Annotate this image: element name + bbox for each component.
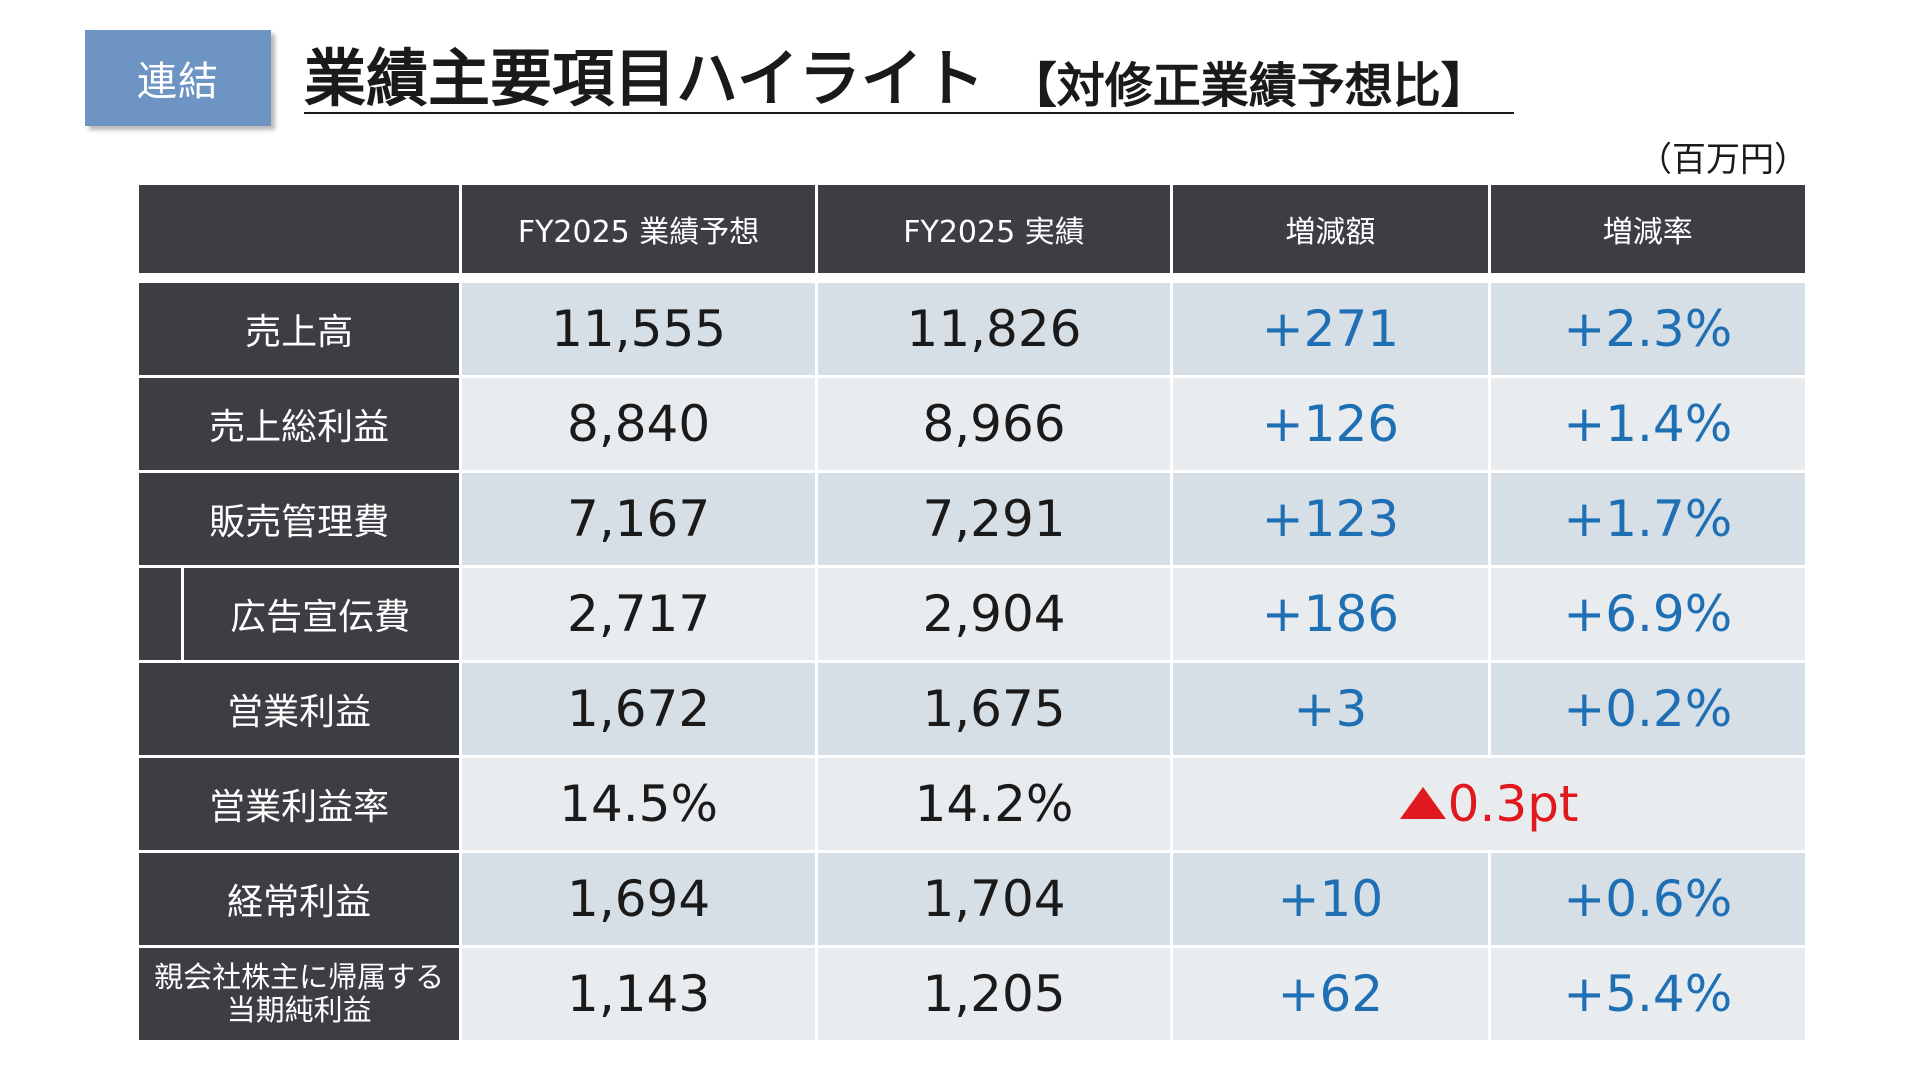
- forecast-cell: 14.5%: [462, 758, 815, 850]
- actual-cell: 1,675: [817, 663, 1171, 755]
- header-row: FY2025 業績予想 FY2025 実績 増減額 増減率: [139, 185, 1805, 273]
- rate-cell: +2.3%: [1490, 283, 1805, 375]
- unit-label: （百万円）: [1638, 140, 1808, 180]
- forecast-cell: 7,167: [462, 473, 815, 565]
- table-row: 広告宣伝費 2,717 2,904 +186 +6.9%: [139, 568, 1805, 660]
- indent-divider: [181, 568, 184, 660]
- highlights-table: FY2025 業績予想 FY2025 実績 増減額 増減率 売上高 11,555…: [136, 182, 1808, 1043]
- actual-cell: 1,205: [817, 948, 1171, 1040]
- header-actual: FY2025 実績: [817, 185, 1171, 273]
- table-row: 営業利益率 14.5% 14.2% 0.3pt: [139, 758, 1805, 850]
- actual-cell: 1,704: [817, 853, 1171, 945]
- row-label-line1: 親会社株主に帰属する: [154, 959, 445, 994]
- header-rate: 増減率: [1490, 185, 1805, 273]
- actual-cell: 2,904: [817, 568, 1171, 660]
- table-row: 販売管理費 7,167 7,291 +123 +1.7%: [139, 473, 1805, 565]
- rate-cell: +1.7%: [1490, 473, 1805, 565]
- margin-change-cell: 0.3pt: [1173, 758, 1805, 850]
- row-label: 売上高: [139, 283, 460, 375]
- actual-cell: 7,291: [817, 473, 1171, 565]
- actual-cell: 11,826: [817, 283, 1171, 375]
- table-row: 売上総利益 8,840 8,966 +126 +1.4%: [139, 378, 1805, 470]
- margin-change-value: 0.3pt: [1447, 775, 1579, 833]
- header-forecast: FY2025 業績予想: [462, 185, 815, 273]
- row-label-text: 広告宣伝費: [230, 597, 411, 638]
- consolidated-badge: 連結: [85, 30, 271, 126]
- rate-cell: +5.4%: [1490, 948, 1805, 1040]
- title-main: 業績主要項目ハイライト: [304, 42, 985, 115]
- actual-cell: 8,966: [817, 378, 1171, 470]
- forecast-cell: 8,840: [462, 378, 815, 470]
- rate-cell: +0.6%: [1490, 853, 1805, 945]
- header-diff: 増減額: [1173, 185, 1488, 273]
- forecast-cell: 1,143: [462, 948, 815, 1040]
- forecast-cell: 2,717: [462, 568, 815, 660]
- table-row: 営業利益 1,672 1,675 +3 +0.2%: [139, 663, 1805, 755]
- forecast-cell: 1,672: [462, 663, 815, 755]
- diff-cell: +186: [1173, 568, 1488, 660]
- header-corner: [139, 185, 460, 273]
- row-label-indented: 広告宣伝費: [139, 568, 460, 660]
- actual-cell: 14.2%: [817, 758, 1171, 850]
- diff-cell: +10: [1173, 853, 1488, 945]
- rate-cell: +1.4%: [1490, 378, 1805, 470]
- decrease-triangle-icon: [1399, 787, 1446, 819]
- row-label: 販売管理費: [139, 473, 460, 565]
- rate-cell: +6.9%: [1490, 568, 1805, 660]
- diff-cell: +62: [1173, 948, 1488, 1040]
- diff-cell: +271: [1173, 283, 1488, 375]
- table-row: 経常利益 1,694 1,704 +10 +0.6%: [139, 853, 1805, 945]
- table-row: 売上高 11,555 11,826 +271 +2.3%: [139, 283, 1805, 375]
- title-sub: 【対修正業績予想比】: [1008, 58, 1489, 114]
- forecast-cell: 11,555: [462, 283, 815, 375]
- row-label-line2: 当期純利益: [226, 993, 372, 1027]
- row-label: 親会社株主に帰属する 当期純利益: [139, 948, 460, 1040]
- row-label: 売上総利益: [139, 378, 460, 470]
- forecast-cell: 1,694: [462, 853, 815, 945]
- row-label: 営業利益: [139, 663, 460, 755]
- diff-cell: +126: [1173, 378, 1488, 470]
- rate-cell: +0.2%: [1490, 663, 1805, 755]
- row-label: 営業利益率: [139, 758, 460, 850]
- diff-cell: +123: [1173, 473, 1488, 565]
- diff-cell: +3: [1173, 663, 1488, 755]
- table-row: 親会社株主に帰属する 当期純利益 1,143 1,205 +62 +5.4%: [139, 948, 1805, 1040]
- page-title: 業績主要項目ハイライト 【対修正業績予想比】: [304, 36, 1514, 114]
- row-label: 経常利益: [139, 853, 460, 945]
